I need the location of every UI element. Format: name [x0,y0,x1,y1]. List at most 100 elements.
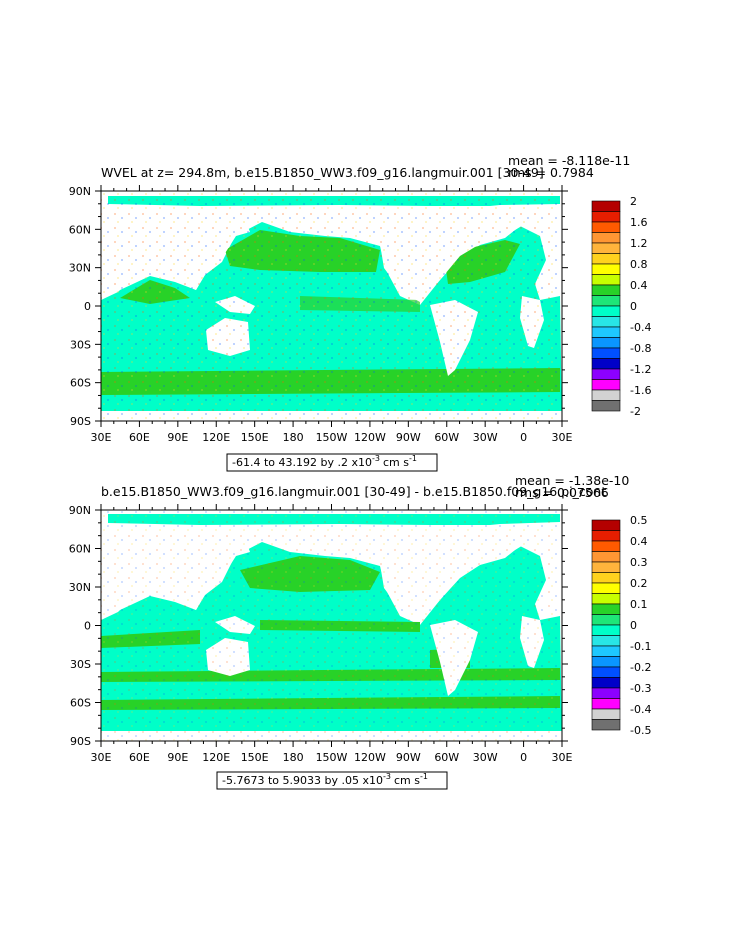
colorbar-label: -2 [630,405,641,418]
y-tick-label: 30N [69,581,91,594]
colorbar-box [591,316,621,328]
x-tick-label: 120W [354,431,386,444]
colorbar-box [591,232,621,244]
y-tick-label: 90S [70,735,91,748]
colorbar-box [591,379,621,391]
y-tick-label: 90S [70,415,91,428]
colorbar-label: 0.8 [630,258,648,271]
colorbar-label: -0.4 [630,703,651,716]
colorbar-box [591,624,621,636]
y-tick-label: 60N [69,223,91,236]
x-tick-label: 180 [283,751,304,764]
colorbar-label: -0.5 [630,724,651,737]
panel-bottom: b.e15.B1850_WW3.f09_g16.langmuir.001 [30… [69,473,651,790]
x-tick-label: 60W [434,431,459,444]
colorbar-box [591,561,621,573]
colorbar-labels: 0.5 0.4 0.3 0.2 0.1 0 -0.1 -0.2 -0.3 -0.4 -0.5 [630,514,651,737]
y-tick-label: 90N [69,504,91,517]
x-tick-label: 30E [91,751,112,764]
y-tick-label: 30S [70,658,91,671]
colorbar-box [591,337,621,349]
colorbar-label: -0.4 [630,321,651,334]
colorbar-box [591,284,621,296]
colorbar-box [591,211,621,223]
colorbar-label: 0 [630,619,637,632]
colorbar-label: 1.6 [630,216,648,229]
colorbar-label: -0.8 [630,342,651,355]
colorbar: 0.5 0.4 0.3 0.2 0.1 0 -0.1 -0.2 -0.3 -0.4 -0.5 [591,514,651,737]
x-tick-label: 30E [552,751,573,764]
x-tick-label: 150E [241,751,269,764]
x-tick-label: 180 [283,431,304,444]
colorbar-boxes [591,519,621,731]
colorbar-label: -1.6 [630,384,651,397]
colorbar-box [591,295,621,307]
colorbar-box [591,551,621,563]
colorbar-box [591,593,621,605]
colorbar-box [591,645,621,657]
colorbar-boxes [591,200,621,412]
axis-ticks: 30E 60E 90E 120E 150E 180 150W 120W 90W 60W 30W 0 30… [69,504,573,764]
colorbar-box [591,666,621,678]
ocean-field [101,510,562,741]
range-unit-exp: -1 [409,454,417,463]
colorbar-box [591,326,621,338]
x-tick-label: 30W [473,431,498,444]
colorbar-label: 0.4 [630,535,648,548]
colorbar-box [591,540,621,552]
colorbar-box [591,582,621,594]
colorbar-box [591,677,621,689]
map-area [100,190,563,422]
x-tick-label: 0 [520,431,527,444]
y-tick-label: 30S [70,338,91,351]
x-tick-label: 90W [396,431,421,444]
x-tick-label: 120W [354,751,386,764]
panel-title: b.e15.B1850_WW3.f09_g16.langmuir.001 [30… [101,484,606,499]
colorbar-label: 0.1 [630,598,648,611]
range-unit: cm s [383,456,409,469]
svg-text:-61.4 to 43.192 by .2 x10-3cm: -61.4 to 43.192 by .2 x10-3 cm s-1 [232,454,417,469]
x-tick-label: 150E [241,431,269,444]
colorbar-box [591,400,621,412]
colorbar-box [591,347,621,359]
colorbar-box [591,635,621,647]
colorbar-labels: 2 1.6 1.2 0.8 0.4 0 -0.4 -0.8 -1.2 -1.6 -2 [630,195,651,418]
colorbar-box [591,200,621,212]
colorbar: 2 1.6 1.2 0.8 0.4 0 -0.4 -0.8 -1.2 -1.6 -2 [591,195,651,418]
colorbar-label: -1.2 [630,363,651,376]
x-tick-label: 30W [473,751,498,764]
colorbar-box [591,708,621,720]
colorbar-label: -0.1 [630,640,651,653]
axis-ticks: 30E 60E 90E 120E 150E 180 150W 120W 90W 60W 30W 0 30… [69,185,573,444]
x-tick-label: 90E [167,431,188,444]
y-tick-label: 90N [69,185,91,198]
x-tick-label: 90W [396,751,421,764]
range-text: -61.4 to 43.192 by .2 x10 [232,456,372,469]
x-tick-label: 90E [167,751,188,764]
range-exp: -3 [372,454,380,463]
colorbar-label: 2 [630,195,637,208]
colorbar-label: 0.2 [630,577,648,590]
ocean-field [101,191,562,421]
colorbar-label: 1.2 [630,237,648,250]
range-unit: cm s [394,774,420,787]
colorbar-box [591,656,621,668]
range-box: -61.4 to 43.192 by .2 x10-3 cm s-1 [226,453,438,472]
x-tick-label: 120E [202,431,230,444]
colorbar-box [591,358,621,370]
range-unit-exp: -1 [420,772,428,781]
colorbar-box [591,274,621,286]
colorbar-box [591,305,621,317]
range-exp: -3 [383,772,391,781]
y-tick-label: 60N [69,543,91,556]
colorbar-label: -0.3 [630,682,651,695]
colorbar-box [591,614,621,626]
colorbar-box [591,603,621,615]
svg-text:-5.7673 to 5.9033 by .05 x10-3: -5.7673 to 5.9033 by .05 x10-3 cm s-1 [222,772,428,787]
rms-label: rms = 0.7984 [508,165,594,180]
rms-label: rms = 0.07566 [515,485,609,500]
colorbar-box [591,572,621,584]
colorbar-box [591,242,621,254]
colorbar-box [591,389,621,401]
